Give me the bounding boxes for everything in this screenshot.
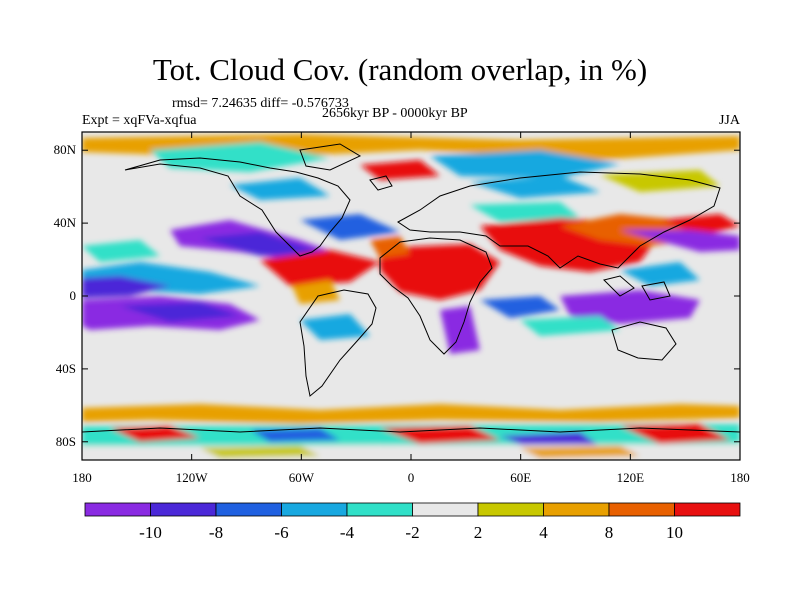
lon-tick-label: 180 [730, 470, 750, 485]
map-title: Tot. Cloud Cov. (random overlap, in %) [152, 52, 648, 87]
lon-tick-label: 120W [176, 470, 209, 485]
cloud-anomaly-field [82, 132, 740, 460]
colorbar-swatch [412, 502, 479, 517]
colorbar-swatch [215, 502, 282, 517]
colorbar-label: 8 [605, 523, 614, 542]
stats-label: rmsd= 7.24635 diff= -0.576733 [172, 96, 349, 111]
colorbar: -10 -8 -6 -4 -2 2 4 8 10 [84, 502, 741, 542]
experiment-label: Expt = xqFVa-xqfua [82, 113, 197, 128]
colorbar-swatch [346, 502, 413, 517]
colorbar-label: -6 [274, 523, 288, 542]
colorbar-swatch [674, 502, 741, 517]
lon-tick-label: 0 [408, 470, 415, 485]
colorbar-swatch [608, 502, 675, 517]
colorbar-label: 2 [474, 523, 483, 542]
lon-tick-label: 180 [72, 470, 92, 485]
latitude-axis: 80N 40N 0 40S 80S [54, 142, 740, 449]
lon-tick-label: 60E [510, 470, 531, 485]
colorbar-swatch [477, 502, 544, 517]
lat-tick-label: 80S [56, 434, 76, 449]
colorbar-label: -8 [209, 523, 223, 542]
lat-tick-label: 40N [54, 215, 77, 230]
period-label: 2656kyr BP - 0000kyr BP [322, 106, 468, 121]
lat-tick-label: 80N [54, 142, 77, 157]
colorbar-label: -10 [139, 523, 162, 542]
colorbar-swatch [150, 502, 217, 517]
colorbar-label: -2 [405, 523, 419, 542]
lon-tick-label: 120E [617, 470, 645, 485]
lat-tick-label: 0 [70, 288, 77, 303]
colorbar-label: -4 [340, 523, 355, 542]
coastlines [82, 143, 740, 433]
lon-tick-label: 60W [289, 470, 315, 485]
colorbar-swatch [543, 502, 610, 517]
lat-tick-label: 40S [56, 361, 76, 376]
season-label: JJA [718, 113, 740, 128]
colorbar-label: 10 [666, 523, 683, 542]
longitude-axis: 180 120W 60W 0 60E 120E 180 [72, 132, 750, 485]
colorbar-swatch [84, 502, 151, 517]
colorbar-label: 4 [539, 523, 548, 542]
colorbar-swatch [281, 502, 348, 517]
